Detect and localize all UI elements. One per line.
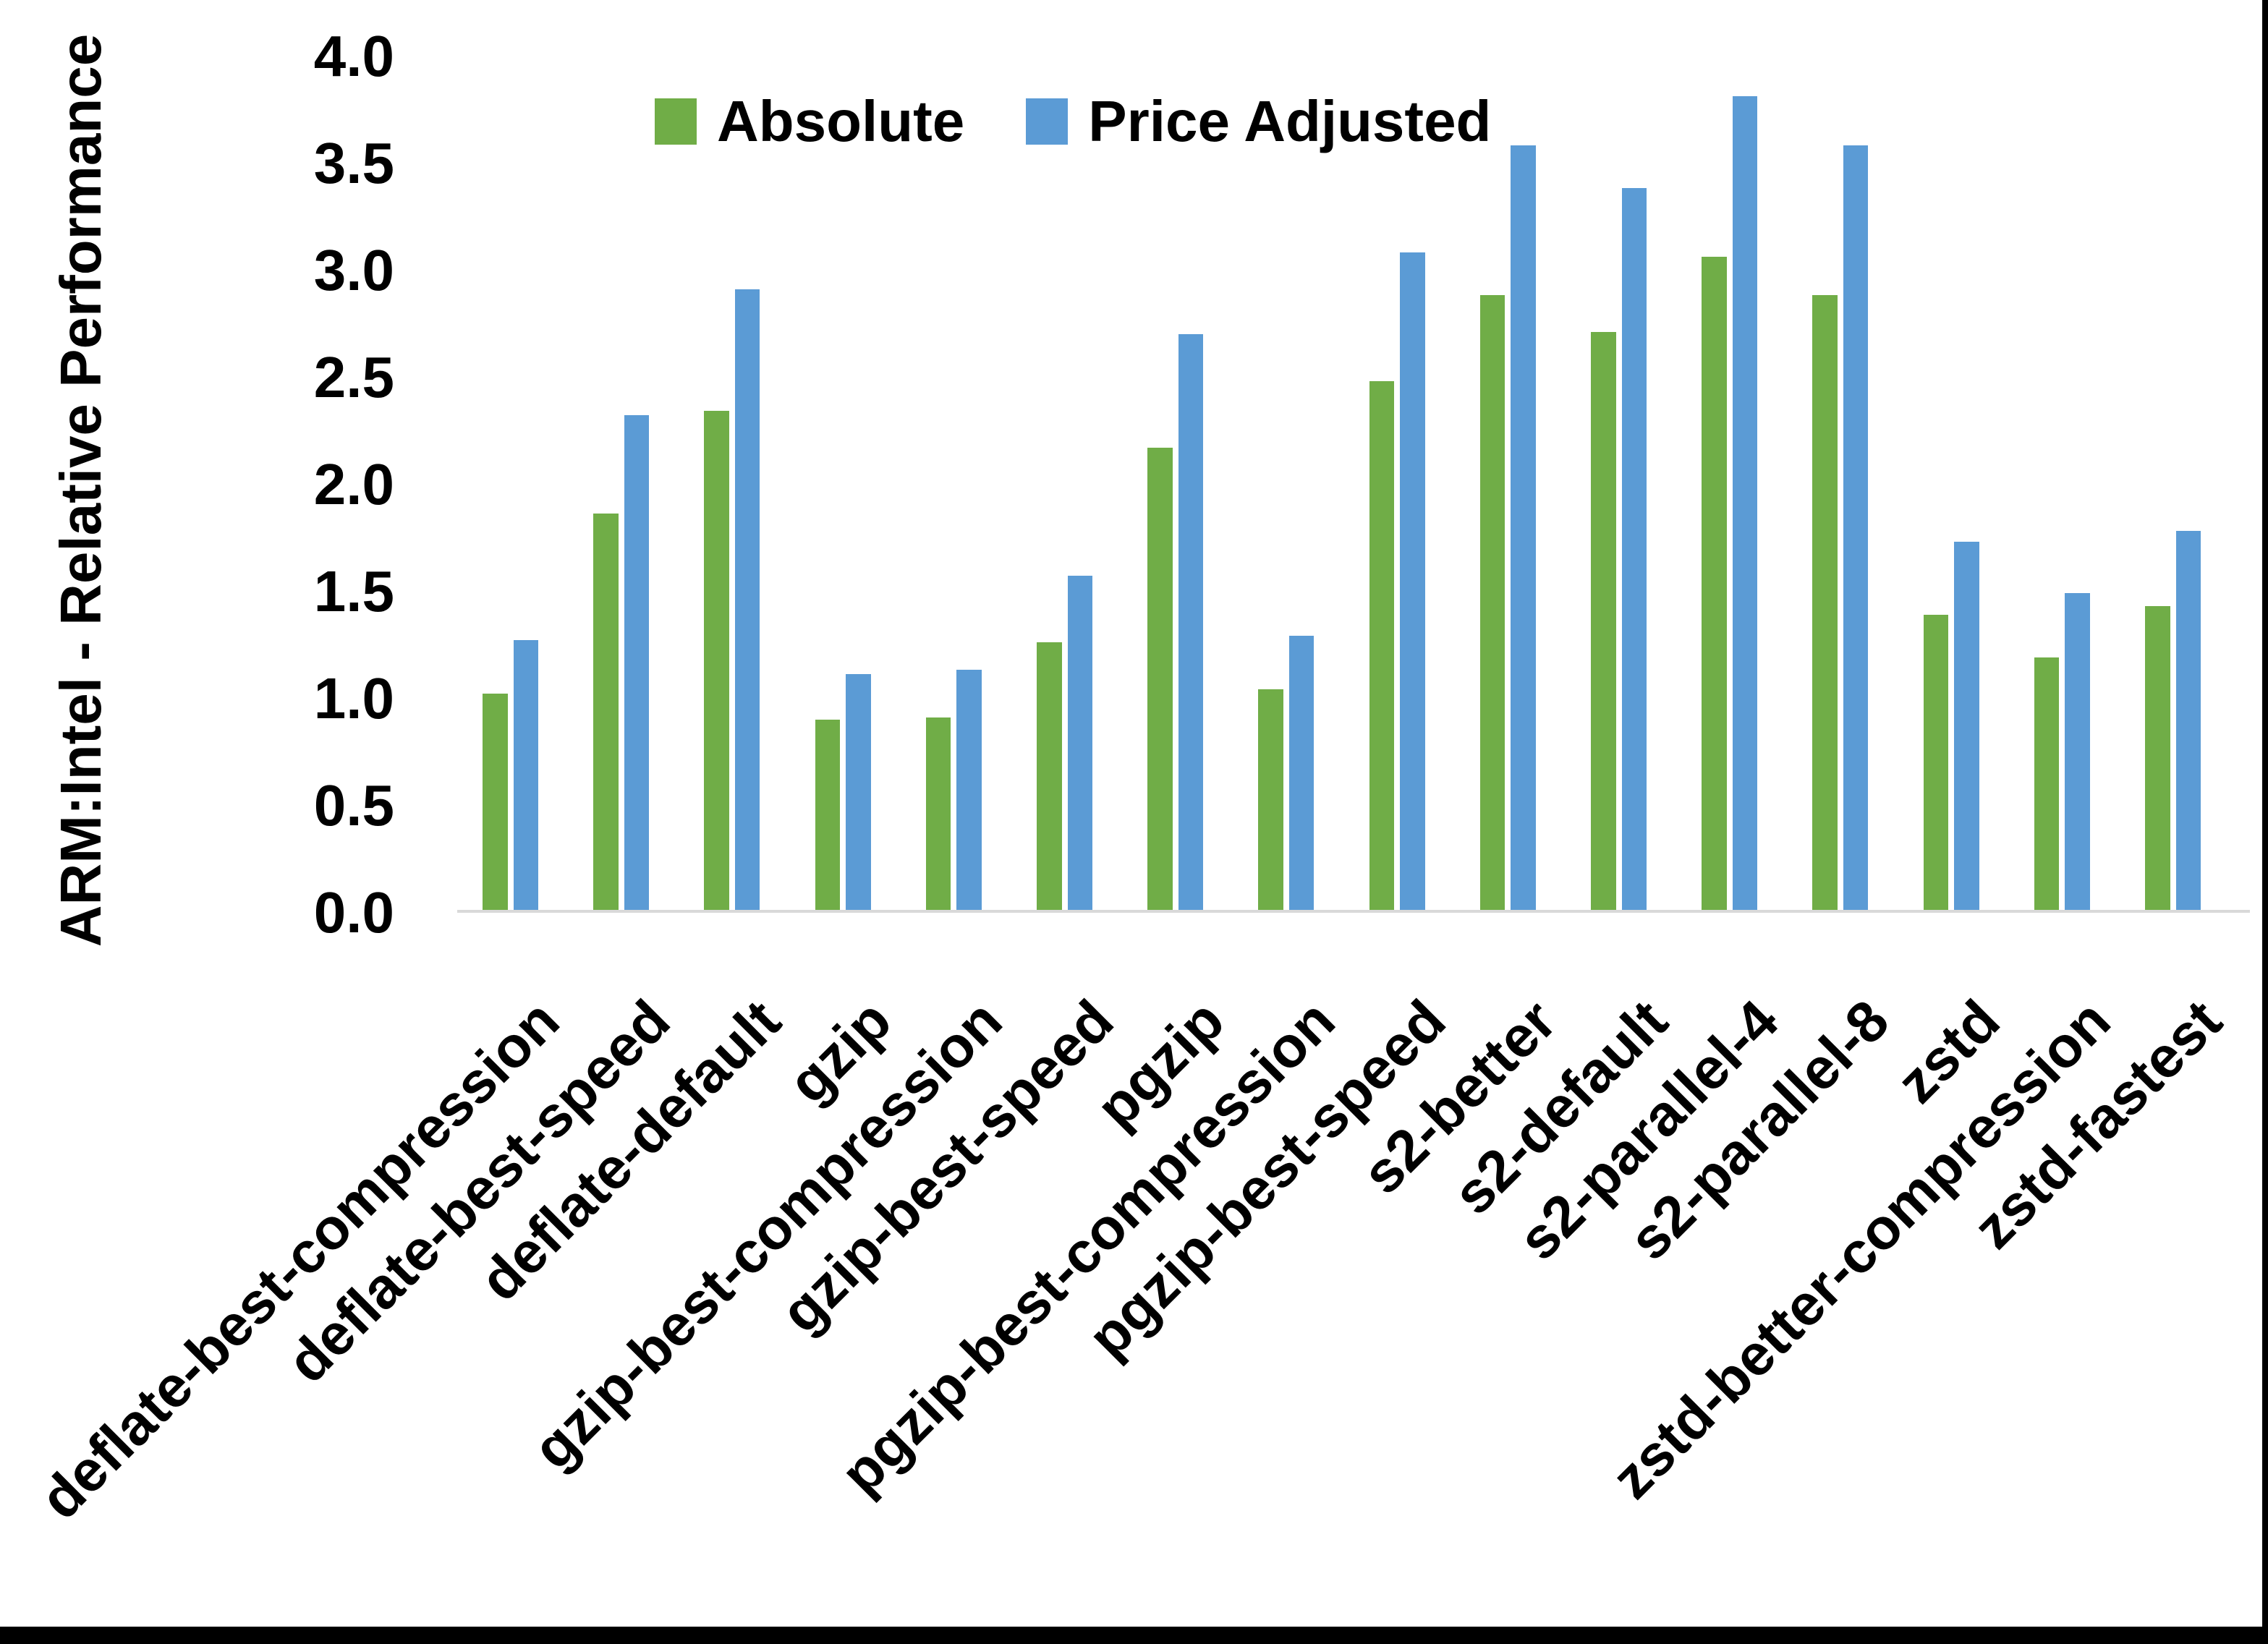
legend-swatch-absolute-icon [655, 98, 697, 145]
bar-price-adjusted-gzip-best-compression [956, 670, 982, 910]
bar-price-adjusted-zstd [1954, 541, 1979, 910]
bar-absolute-s2-parallel-8 [1812, 295, 1838, 910]
bar-price-adjusted-s2-default [1621, 188, 1647, 910]
y-tick-label-3.0: 3.0 [313, 238, 394, 302]
legend-entry-absolute: Absolute [655, 89, 965, 153]
bar-absolute-deflate-best-compression [483, 694, 508, 910]
bar-price-adjusted-zstd-better-compression [2065, 592, 2090, 910]
bar-absolute-s2-default [1591, 331, 1616, 910]
bar-price-adjusted-deflate-best-compression [513, 640, 538, 910]
bar-price-adjusted-deflate-default [734, 289, 760, 910]
bar-absolute-pgzip-best-speed [1369, 380, 1395, 910]
bar-absolute-gzip [815, 719, 841, 910]
bar-absolute-deflate-best-speed [593, 514, 619, 910]
bar-price-adjusted-zstd-fastest [2175, 531, 2201, 910]
bar-absolute-zstd-better-compression [2034, 657, 2060, 910]
bar-absolute-zstd-fastest [2145, 605, 2170, 910]
y-tick-label-1.0: 1.0 [313, 666, 394, 731]
bar-price-adjusted-pgzip-best-speed [1400, 252, 1425, 910]
legend-entry-price-adjusted: Price Adjusted [1026, 89, 1492, 153]
y-tick-label-0.5: 0.5 [313, 773, 394, 838]
bar-price-adjusted-s2-parallel-4 [1732, 96, 1758, 910]
bar-price-adjusted-s2-better [1511, 145, 1536, 910]
y-tick-label-0.0: 0.0 [313, 880, 394, 945]
y-tick-label-4.0: 4.0 [313, 24, 394, 88]
bar-price-adjusted-gzip [846, 674, 871, 910]
bar-absolute-pgzip-best-compression [1258, 689, 1283, 910]
bar-price-adjusted-pgzip [1178, 333, 1204, 910]
bar-price-adjusted-s2-parallel-8 [1843, 145, 1869, 910]
bar-absolute-gzip-best-compression [925, 717, 951, 910]
y-tick-label-2.0: 2.0 [313, 452, 394, 516]
y-tick-label-1.5: 1.5 [313, 559, 394, 623]
bar-absolute-pgzip [1147, 447, 1173, 910]
x-axis-line [457, 910, 2250, 913]
bar-price-adjusted-pgzip-best-compression [1288, 636, 1314, 910]
legend-label-price-adjusted: Price Adjusted [1088, 89, 1492, 153]
bar-price-adjusted-deflate-best-speed [624, 415, 650, 910]
bar-absolute-s2-parallel-4 [1702, 257, 1727, 910]
screenshot-right-border [2262, 0, 2268, 1644]
legend-swatch-price-adjusted-icon [1026, 98, 1069, 145]
legend: Absolute Price Adjusted [655, 89, 1492, 153]
bar-absolute-zstd [1923, 614, 1949, 910]
screenshot-bottom-border [0, 1627, 2268, 1644]
plot-area [457, 56, 2250, 913]
legend-label-absolute: Absolute [717, 89, 965, 153]
bar-absolute-deflate-default [704, 411, 729, 910]
bar-absolute-s2-better [1479, 295, 1505, 910]
y-tick-label-2.5: 2.5 [313, 345, 394, 409]
y-tick-label-3.5: 3.5 [313, 131, 394, 195]
bar-price-adjusted-gzip-best-speed [1067, 576, 1092, 910]
bar-absolute-gzip-best-speed [1037, 642, 1062, 910]
